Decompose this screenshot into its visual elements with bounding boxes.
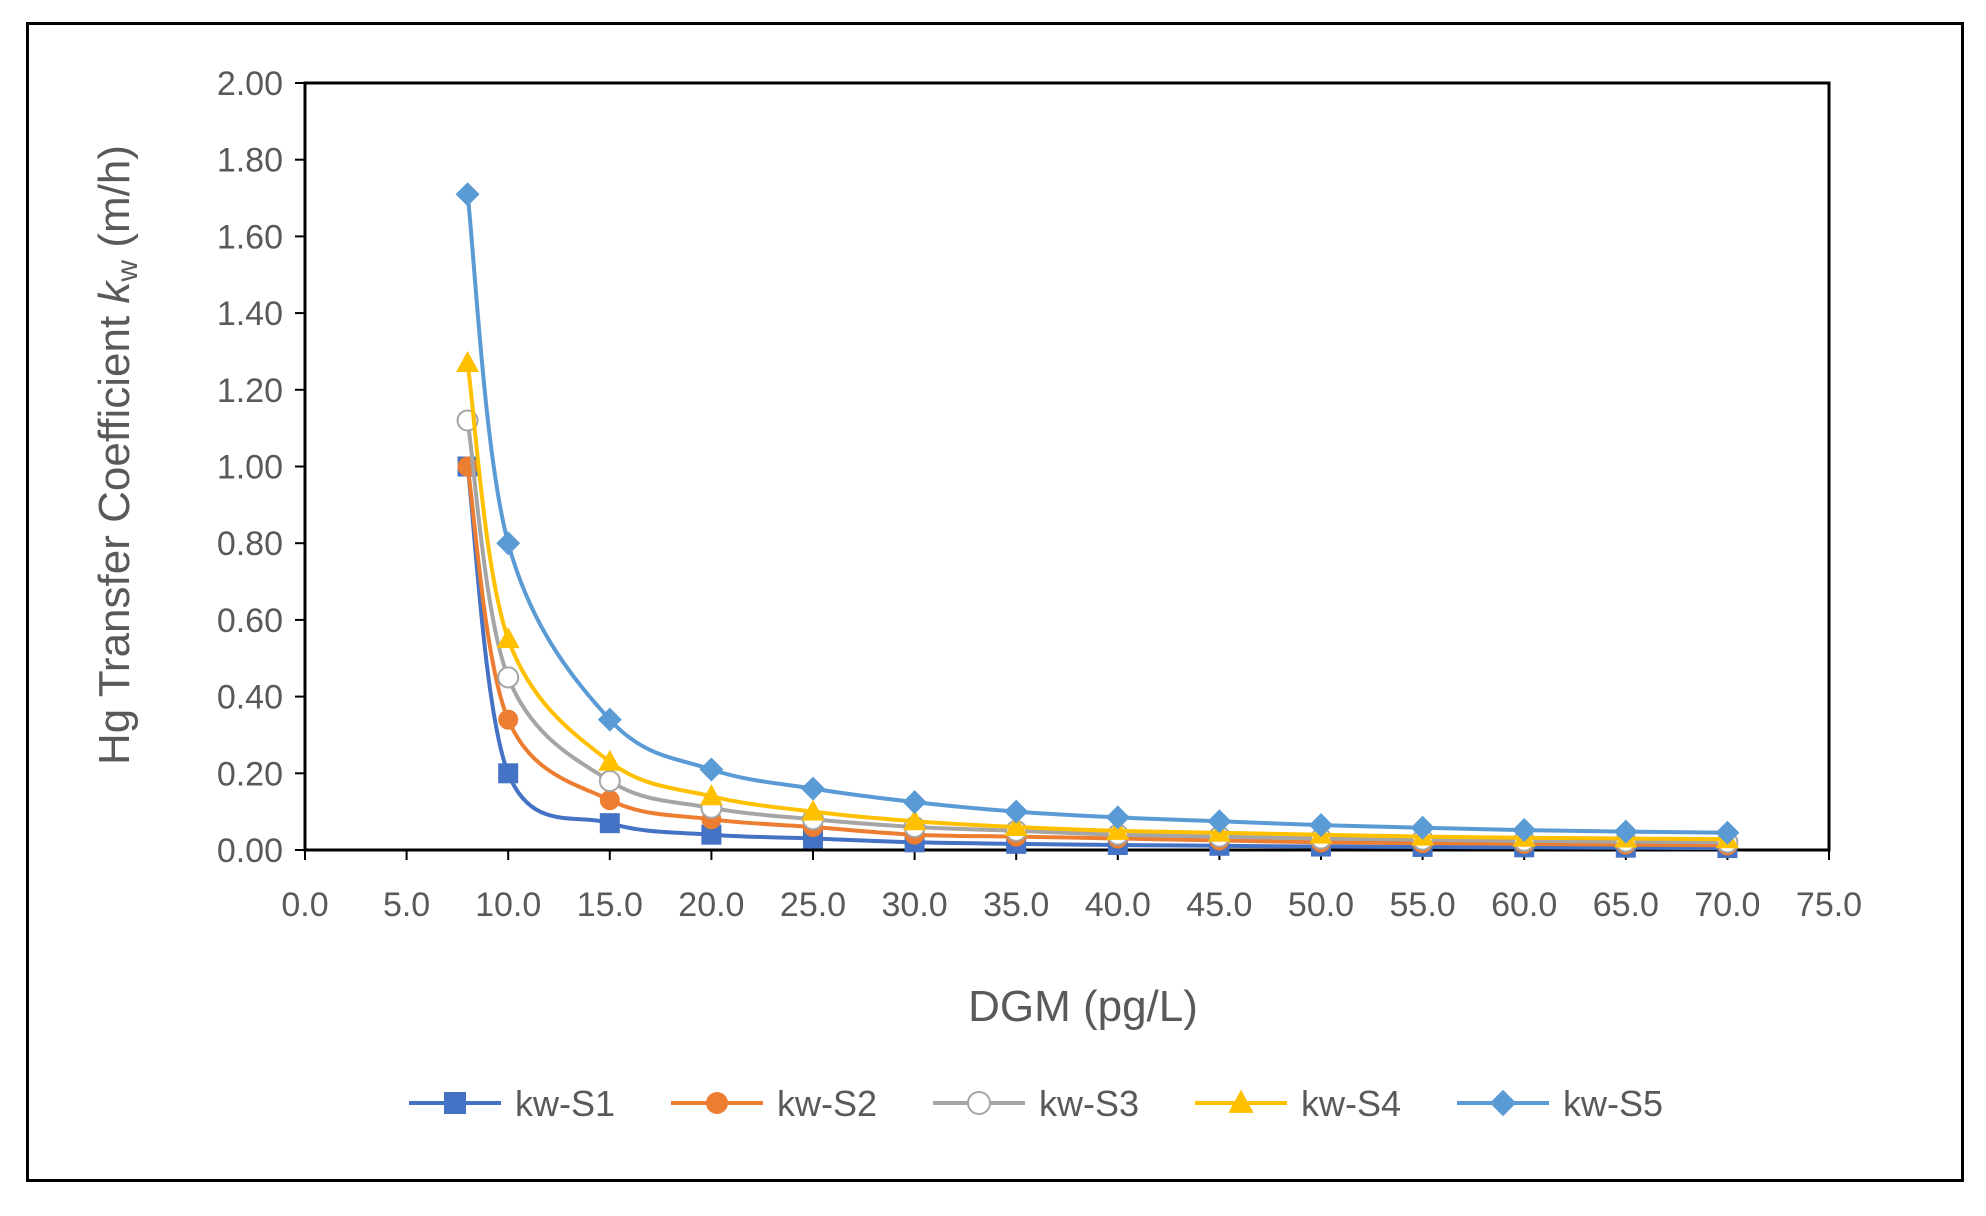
y-tick-label: 1.80 (217, 142, 283, 180)
legend-item-kw-S3: kw-S3 (933, 1083, 1139, 1124)
y-tick-label: 0.40 (217, 679, 283, 717)
data-point-triangle (1004, 814, 1028, 836)
x-axis: 0.0 5.0 10.0 15.0 20.0 25.0 30.0 35.0 40.0 45.0 50… (281, 850, 1862, 924)
data-point-circle (706, 1092, 728, 1114)
series-kw-S4 (456, 350, 1739, 849)
y-tick-label: 1.00 (217, 449, 283, 487)
plot-border (303, 81, 1831, 852)
legend-label: kw-S2 (777, 1083, 877, 1124)
x-tick-label: 5.0 (383, 886, 430, 924)
data-point-diamond (1207, 809, 1232, 834)
data-point-triangle (801, 799, 825, 821)
x-tick-label: 50.0 (1288, 886, 1354, 924)
data-point-diamond (1105, 805, 1130, 830)
data-point-triangle (496, 627, 520, 649)
y-tick-label: 0.80 (217, 525, 283, 563)
y-tick-label: 1.20 (217, 372, 283, 410)
x-axis-title: DGM (pg/L) (968, 982, 1198, 1031)
data-point-diamond (1410, 815, 1435, 840)
x-tick-label: 25.0 (780, 886, 846, 924)
data-point-circle (498, 709, 519, 730)
legend-label: kw-S3 (1039, 1083, 1139, 1124)
data-point-diamond (1613, 819, 1638, 844)
legend-item-kw-S1: kw-S1 (409, 1083, 615, 1124)
x-tick-label: 20.0 (678, 886, 744, 924)
legend-item-kw-S5: kw-S5 (1457, 1083, 1663, 1124)
x-tick-label: 45.0 (1186, 886, 1252, 924)
data-point-triangle (456, 350, 480, 372)
x-tick-label: 40.0 (1085, 886, 1151, 924)
data-point-triangle (903, 809, 927, 831)
data-point-square (599, 813, 620, 834)
data-point-diamond (496, 531, 521, 556)
y-tick-label: 1.40 (217, 295, 283, 333)
y-tick-label: 1.60 (217, 218, 283, 256)
legend-label: kw-S1 (515, 1083, 615, 1124)
x-tick-label: 35.0 (983, 886, 1049, 924)
y-tick-label: 2.00 (217, 65, 283, 103)
data-point-diamond (455, 182, 480, 207)
chart-frame: 0.0 5.0 10.0 15.0 20.0 25.0 30.0 35.0 40.0 45.0 50… (26, 22, 1964, 1182)
data-point-open-circle (497, 666, 520, 689)
x-tick-label: 0.0 (281, 886, 328, 924)
x-tick-label: 15.0 (577, 886, 643, 924)
series-line-kw-S5 (465, 193, 1728, 835)
series-line-kw-S1 (465, 466, 1728, 851)
data-point-square (498, 763, 519, 784)
data-point-triangle (598, 749, 622, 771)
y-axis-title: Hg Transfer Coefficient kw (m/h) (90, 145, 144, 765)
series-line-kw-S3 (465, 420, 1728, 845)
data-point-circle (599, 790, 620, 811)
data-point-diamond (1004, 799, 1029, 824)
chart-svg: 0.0 5.0 10.0 15.0 20.0 25.0 30.0 35.0 40.0 45.0 50… (90, 65, 1862, 1124)
data-point-diamond (1309, 813, 1333, 838)
x-tick-label: 10.0 (475, 886, 541, 924)
data-point-square (701, 824, 722, 845)
x-tick-label: 30.0 (882, 886, 948, 924)
y-axis-title-symbol: k (90, 280, 139, 304)
legend: kw-S1 kw-S2 kw-S3 kw-S4 kw-S5 (409, 1083, 1663, 1124)
legend-label: kw-S5 (1563, 1083, 1663, 1124)
y-axis: 0.00 0.20 0.40 0.60 0.80 1.00 1.20 1.40 1.60 1.80… (217, 65, 305, 870)
x-tick-label: 65.0 (1593, 886, 1659, 924)
y-axis-title-subscript: w (111, 260, 144, 283)
y-axis-title-prefix: Hg Transfer Coefficient (90, 304, 139, 765)
data-point-square (444, 1092, 466, 1114)
plot-area (303, 81, 1831, 852)
x-tick-label: 55.0 (1390, 886, 1456, 924)
data-point-open-circle (598, 769, 621, 792)
x-tick-label: 70.0 (1694, 886, 1760, 924)
series-layer (455, 182, 1740, 859)
series-kw-S5 (455, 182, 1740, 845)
y-tick-label: 0.20 (217, 755, 283, 793)
series-line-kw-S4 (465, 362, 1728, 842)
y-tick-label: 0.60 (217, 602, 283, 640)
data-point-open-circle (967, 1091, 991, 1115)
series-kw-S2 (457, 456, 1738, 856)
data-point-diamond (902, 790, 927, 815)
data-point-diamond (1715, 820, 1740, 845)
legend-item-kw-S4: kw-S4 (1195, 1083, 1401, 1124)
legend-item-kw-S2: kw-S2 (671, 1083, 877, 1124)
data-point-diamond (801, 776, 825, 801)
y-axis-title-suffix: (m/h) (90, 145, 139, 260)
data-point-triangle (699, 784, 723, 806)
data-point-diamond (597, 707, 622, 732)
data-point-diamond (1489, 1089, 1517, 1117)
series-line-kw-S2 (465, 466, 1728, 848)
data-point-diamond (1512, 818, 1537, 843)
y-tick-label: 0.00 (217, 832, 283, 870)
legend-label: kw-S4 (1301, 1083, 1401, 1124)
data-point-triangle (1228, 1089, 1254, 1113)
x-tick-label: 60.0 (1491, 886, 1557, 924)
x-tick-label: 75.0 (1796, 886, 1862, 924)
series-kw-S3 (456, 409, 1739, 854)
data-point-diamond (699, 757, 724, 782)
